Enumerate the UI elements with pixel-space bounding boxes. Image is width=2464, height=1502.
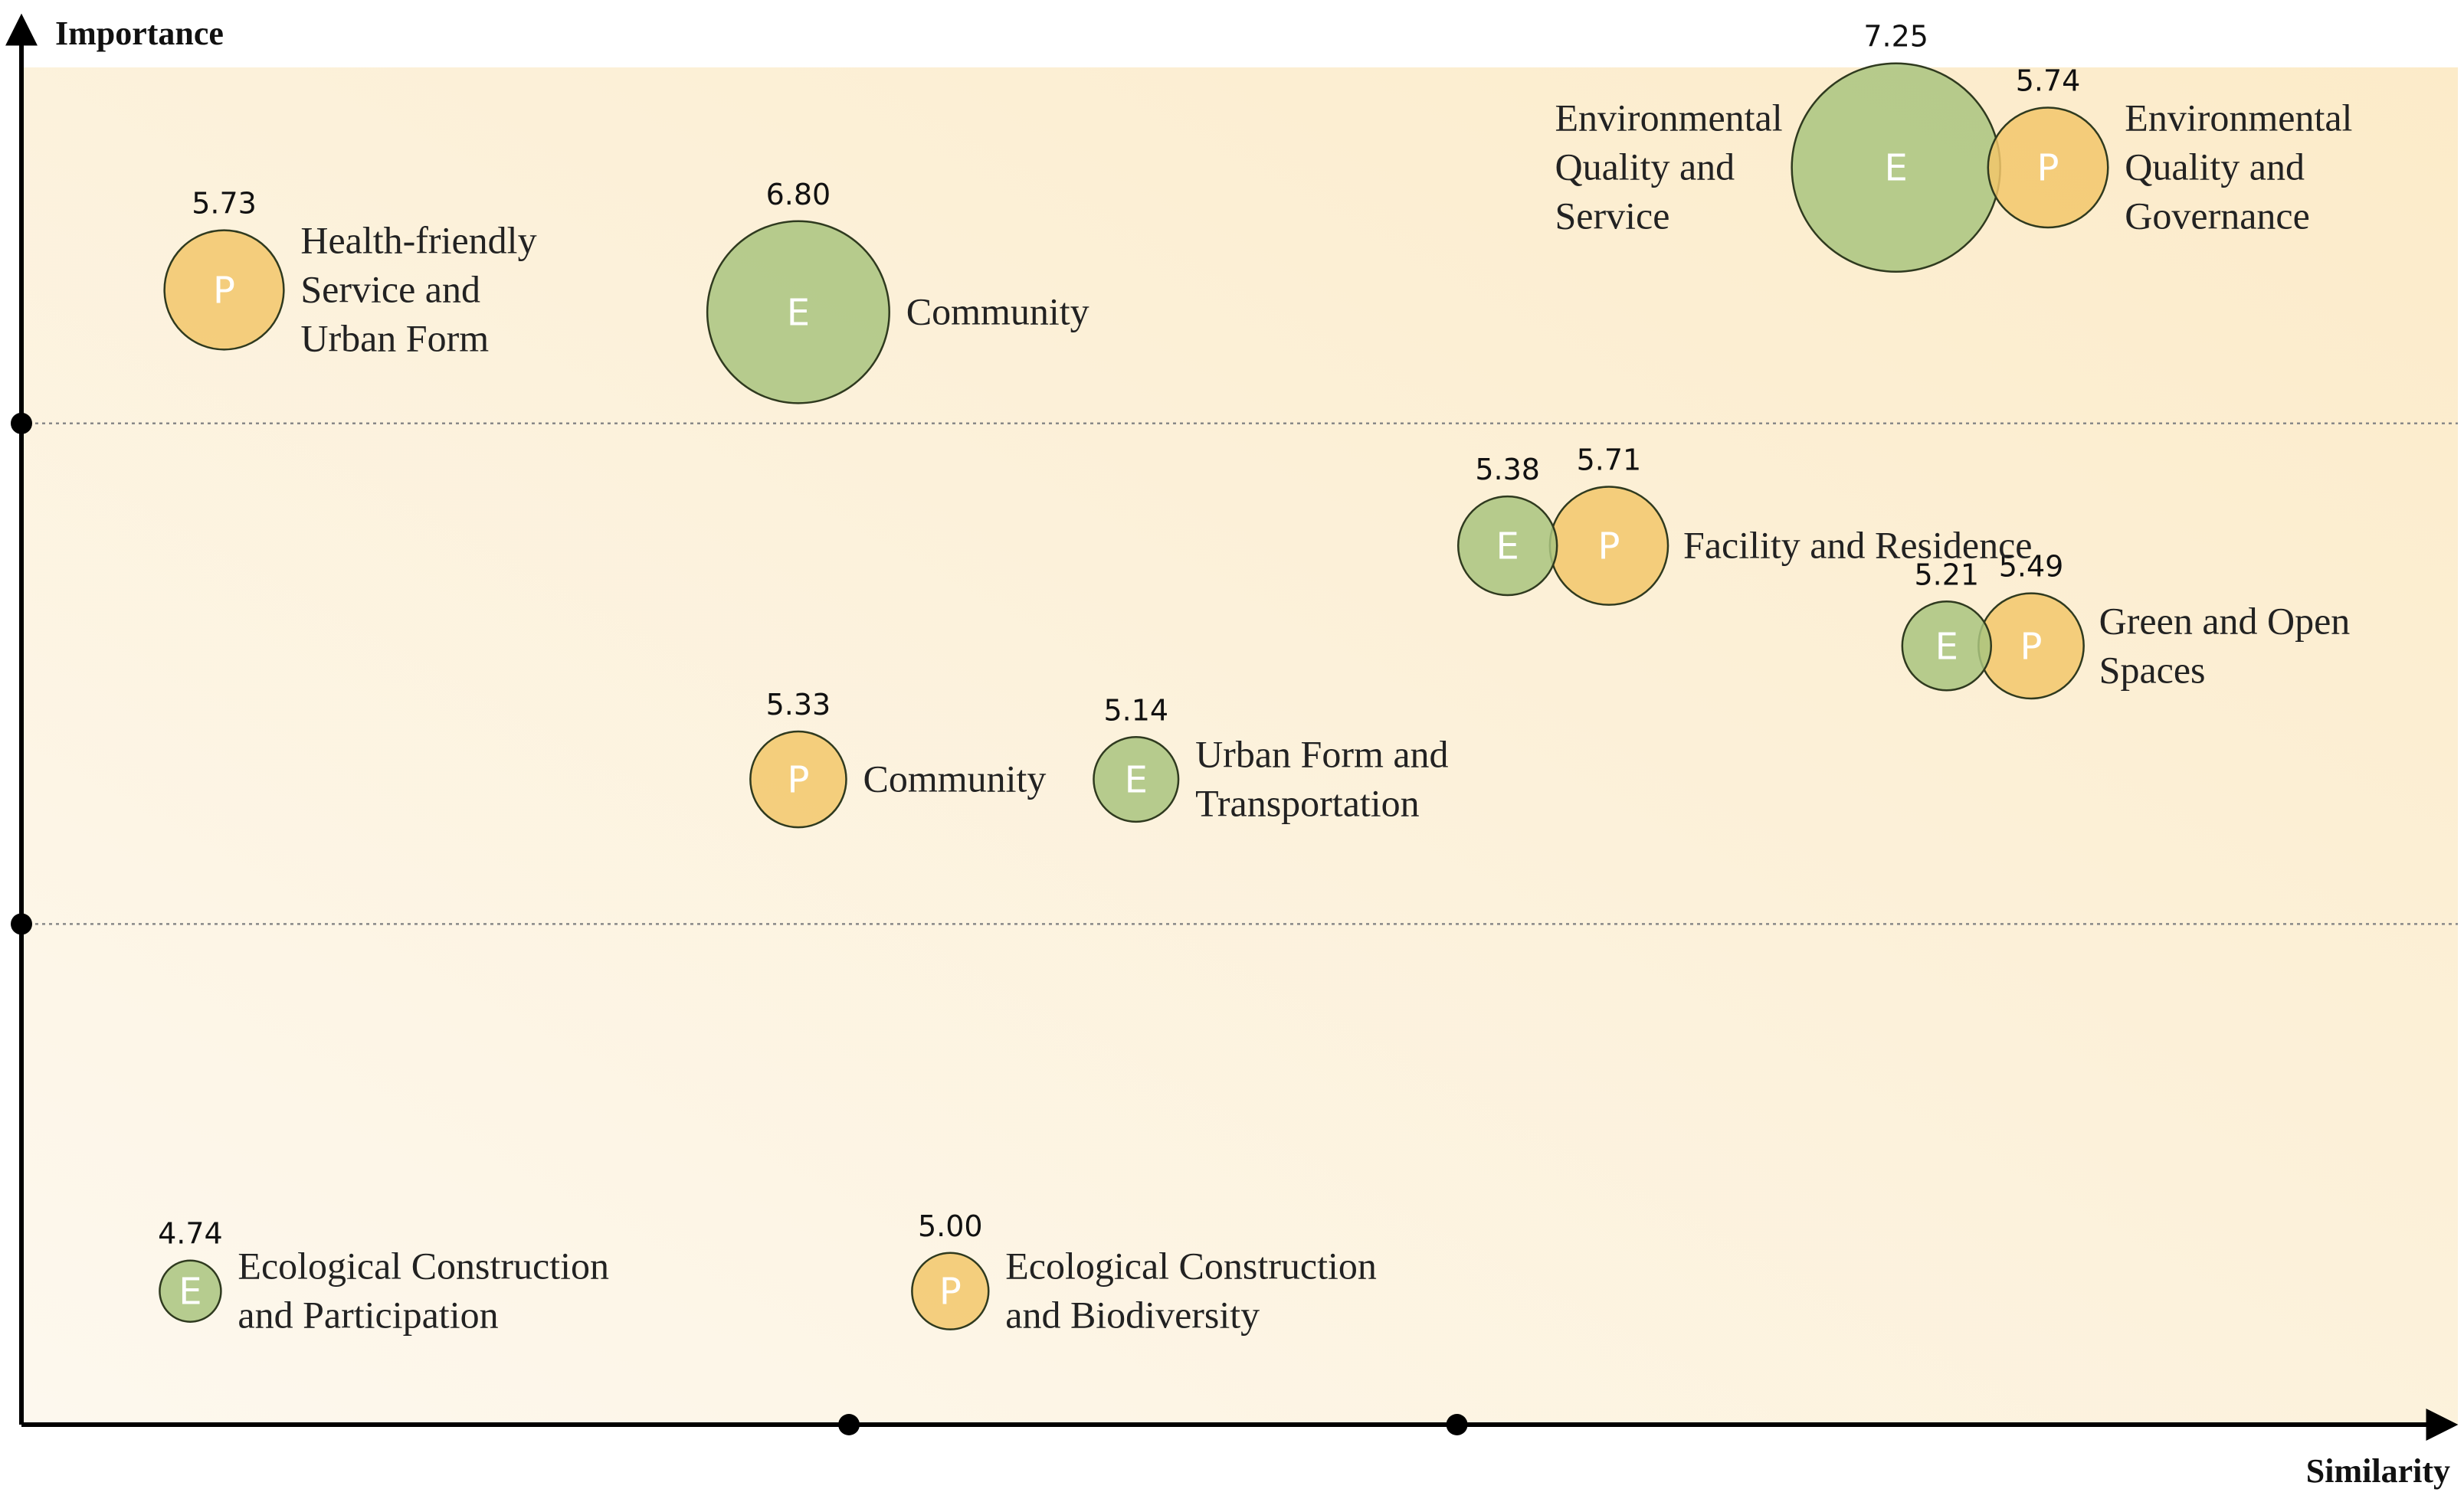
bubble-letter-p-facility-and-residence: P: [1597, 525, 1620, 568]
value-label-p-health-friendly-service-and-urban-form: 5.73: [192, 187, 257, 221]
plot-background: [21, 67, 2458, 1425]
bubble-e-green-and-open-spaces: [1901, 600, 1993, 692]
y-divider-dot-2: [11, 412, 32, 434]
category-label-p-community: Community: [863, 758, 1046, 800]
bubble-letter-p-health-friendly-service-and-urban-form: P: [213, 269, 235, 312]
value-label-p-community: 5.33: [766, 688, 831, 722]
label-layer: E 7.25 E 6.80 P 5.74 P 5.73 P 5.71 P 5.49 E 5.38 P 5.33…: [158, 20, 2352, 1337]
value-label-p-facility-and-residence: 5.71: [1577, 443, 1642, 476]
bubble-letter-e-environmental-quality-and-service: E: [1884, 147, 1907, 190]
value-label-p-environmental-quality-and-governance: 5.74: [2016, 64, 2081, 97]
category-label-e-ecological-construction-and-participation: Ecological Construction and Participation: [238, 1245, 609, 1337]
category-label-p-ecological-construction-and-biodiversity: Ecological Construction and Biodiversity: [1005, 1245, 1377, 1337]
category-label-p-environmental-quality-and-governance: Environmental Quality and Governance: [2125, 97, 2352, 237]
tier-dividers: [21, 422, 2458, 925]
x-divider-dot-2: [1446, 1414, 1468, 1435]
x-axis-title: Similarity: [2306, 1452, 2450, 1490]
value-label-e-ecological-construction-and-participation: 4.74: [158, 1217, 223, 1251]
axis-divider-dots: [11, 412, 1468, 1435]
bubble-e-facility-and-residence: [1456, 495, 1558, 597]
bubble-letter-e-green-and-open-spaces: E: [1935, 625, 1958, 668]
bubble-p-environmental-quality-and-governance: [1987, 106, 2109, 229]
bubble-letter-p-green-and-open-spaces: P: [2020, 625, 2043, 668]
category-label-e-facility-and-residence: Facility and Residence: [1683, 524, 2032, 567]
value-label-p-green-and-open-spaces: 5.49: [1999, 550, 2064, 584]
bubble-letter-p-ecological-construction-and-biodiversity: P: [939, 1271, 962, 1314]
y-axis-title: Importance: [55, 15, 224, 52]
bubble-p-health-friendly-service-and-urban-form: [163, 229, 285, 351]
value-label-e-green-and-open-spaces: 5.21: [1914, 558, 1979, 591]
value-label-p-ecological-construction-and-biodiversity: 5.00: [918, 1209, 983, 1243]
bubble-letter-e-facility-and-residence: E: [1496, 525, 1519, 568]
bubble-p-community: [749, 730, 847, 829]
bubble-layer: [159, 62, 2109, 1330]
category-label-e-urban-form-and-transportation: Urban Form and Transportation: [1195, 733, 1449, 825]
bubble-e-urban-form-and-transportation: [1093, 736, 1180, 823]
value-label-e-urban-form-and-transportation: 5.14: [1103, 693, 1168, 727]
bubble-p-ecological-construction-and-biodiversity: [911, 1252, 990, 1330]
bubble-e-ecological-construction-and-participation: [159, 1259, 222, 1323]
value-label-e-facility-and-residence: 5.38: [1475, 453, 1540, 486]
bubble-letter-p-environmental-quality-and-governance: P: [2037, 147, 2059, 190]
bubble-letter-e-urban-form-and-transportation: E: [1125, 759, 1148, 802]
bubble-letter-p-community: P: [787, 759, 809, 802]
value-label-e-community: 6.80: [766, 178, 831, 211]
bubble-letter-e-community: E: [787, 292, 810, 335]
category-label-e-environmental-quality-and-service: Environmental Quality and Service: [1555, 97, 1783, 237]
category-label-e-green-and-open-spaces: Green and Open Spaces: [2099, 599, 2351, 691]
category-label-e-community: Community: [906, 290, 1089, 333]
x-divider-dot-1: [838, 1414, 860, 1435]
y-divider-dot-1: [11, 913, 32, 935]
value-label-e-environmental-quality-and-service: 7.25: [1863, 20, 1928, 54]
bubble-e-community: [706, 220, 890, 404]
category-label-p-health-friendly-service-and-urban-form: Health-friendly Service and Urban Form: [300, 218, 536, 359]
bubble-letter-e-ecological-construction-and-participation: E: [179, 1271, 202, 1314]
